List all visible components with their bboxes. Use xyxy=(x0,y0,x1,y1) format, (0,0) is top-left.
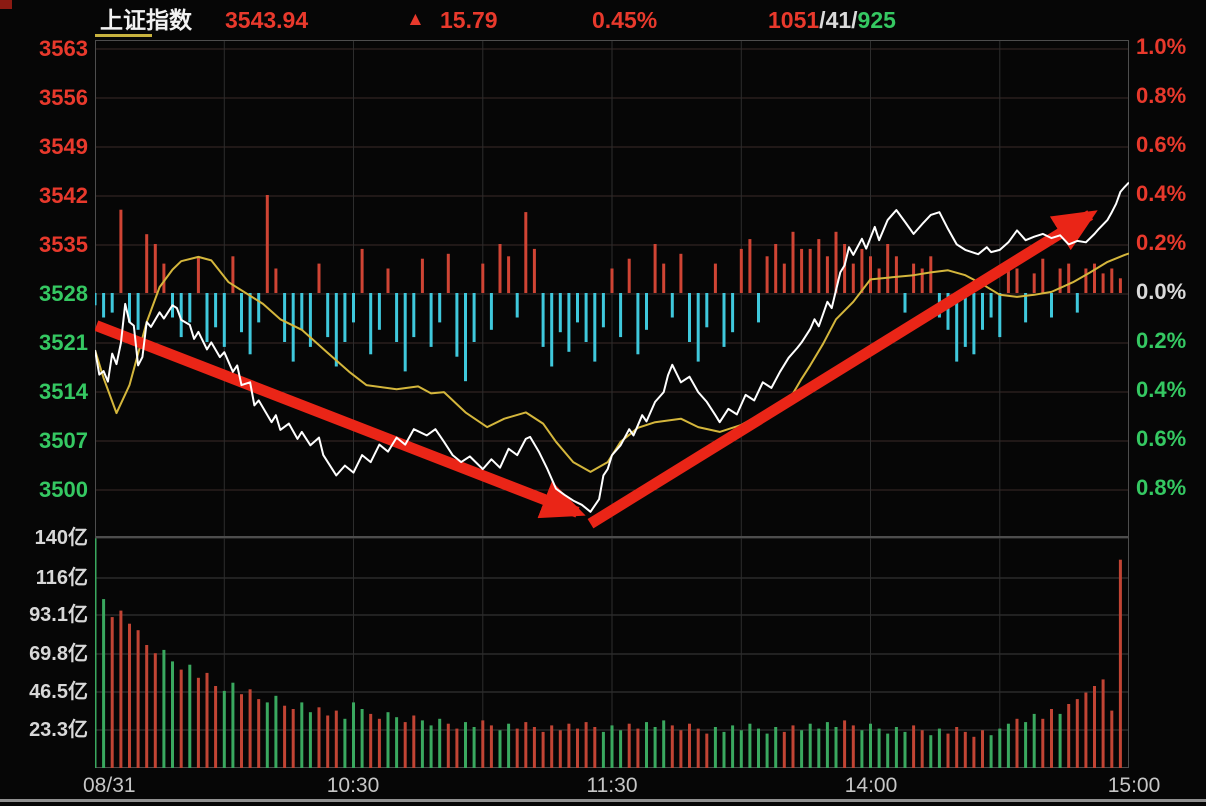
percent-tick-label: 0.8% xyxy=(1136,83,1187,108)
volume-bars xyxy=(95,538,1122,768)
volume-chart-canvas xyxy=(95,537,1129,768)
percent-tick-label: 0.0% xyxy=(1136,279,1187,304)
time-tick-label: 11:30 xyxy=(586,774,638,797)
percent-tick-label: 0.2% xyxy=(1136,328,1187,353)
slash: / xyxy=(819,7,826,33)
change-value: 15.79 xyxy=(440,7,498,33)
percent-tick-label: 1.0% xyxy=(1136,34,1187,59)
price-tick-label: 3507 xyxy=(39,428,88,454)
volume-tick-label: 93.1亿 xyxy=(29,604,88,627)
trend-arrows xyxy=(95,210,1098,529)
price-tick-label: 3521 xyxy=(39,330,88,356)
percent-tick-label: 0.6% xyxy=(1136,132,1187,157)
percent-tick-label: 0.2% xyxy=(1136,230,1187,255)
price-tick-label: 3528 xyxy=(39,281,88,307)
price-chart-canvas xyxy=(95,40,1129,537)
main-chart-panel[interactable] xyxy=(95,40,1129,537)
bottom-strip xyxy=(0,799,1206,802)
price-axis-left: 3563 3556 3549 3542 3535 3528 3521 3514 3507 3500 xyxy=(0,0,88,537)
volume-chart-panel[interactable] xyxy=(95,537,1129,768)
time-tick-label: 10:30 xyxy=(326,774,380,797)
price-tick-label: 3500 xyxy=(39,477,88,503)
unchanged-count: 41 xyxy=(825,7,852,33)
title-underline xyxy=(95,34,152,37)
up-triangle-icon: ▲ xyxy=(406,9,425,30)
volume-tick-label: 116亿 xyxy=(35,566,88,589)
slash: / xyxy=(851,7,858,33)
volume-axis: 140亿 116亿 93.1亿 69.8亿 46.5亿 23.3亿 xyxy=(0,527,88,770)
updown-indicator-bars xyxy=(95,195,1122,382)
last-price: 3543.94 xyxy=(225,7,309,33)
header-bar: 上证指数 3543.94 ▲ 15.79 0.45% 1051/41/925 xyxy=(0,0,1206,40)
volume-tick-label: 69.8亿 xyxy=(29,642,88,665)
corner-mark xyxy=(0,0,12,9)
down-arrow xyxy=(95,320,586,519)
advance-decline-counts: 1051/41/925 xyxy=(768,7,896,33)
percent-tick-label: 0.4% xyxy=(1136,377,1187,402)
percent-tick-label: 0.6% xyxy=(1136,426,1187,451)
index-title: 上证指数 xyxy=(100,7,192,33)
percent-tick-label: 0.8% xyxy=(1136,475,1187,500)
time-tick-label: 15:00 xyxy=(1107,774,1161,797)
volume-tick-label: 46.5亿 xyxy=(29,680,88,703)
percent-axis-right: 1.0% 0.8% 0.6% 0.4% 0.2% 0.0% 0.2% 0.4% 0.6% 0.8% xyxy=(1136,0,1206,537)
change-percent: 0.45% xyxy=(592,7,658,33)
price-tick-label: 3535 xyxy=(39,232,88,258)
price-tick-label: 3563 xyxy=(39,36,88,62)
price-line xyxy=(95,181,1129,513)
price-tick-label: 3514 xyxy=(39,379,88,405)
leading-index-line xyxy=(95,252,1129,473)
volume-tick-label: 140亿 xyxy=(34,527,88,550)
price-tick-label: 3549 xyxy=(39,134,88,160)
decliners-count: 925 xyxy=(857,7,896,33)
percent-tick-label: 0.4% xyxy=(1136,181,1187,206)
volume-tick-label: 23.3亿 xyxy=(29,718,88,741)
up-arrow xyxy=(587,210,1098,529)
time-tick-label: 14:00 xyxy=(844,774,898,797)
time-tick-label: 08/31 xyxy=(83,774,136,797)
advancers-count: 1051 xyxy=(768,7,820,33)
time-axis: 08/31 10:30 11:30 14:00 15:00 xyxy=(0,772,1206,800)
price-tick-label: 3556 xyxy=(39,85,88,111)
price-tick-label: 3542 xyxy=(39,183,88,209)
